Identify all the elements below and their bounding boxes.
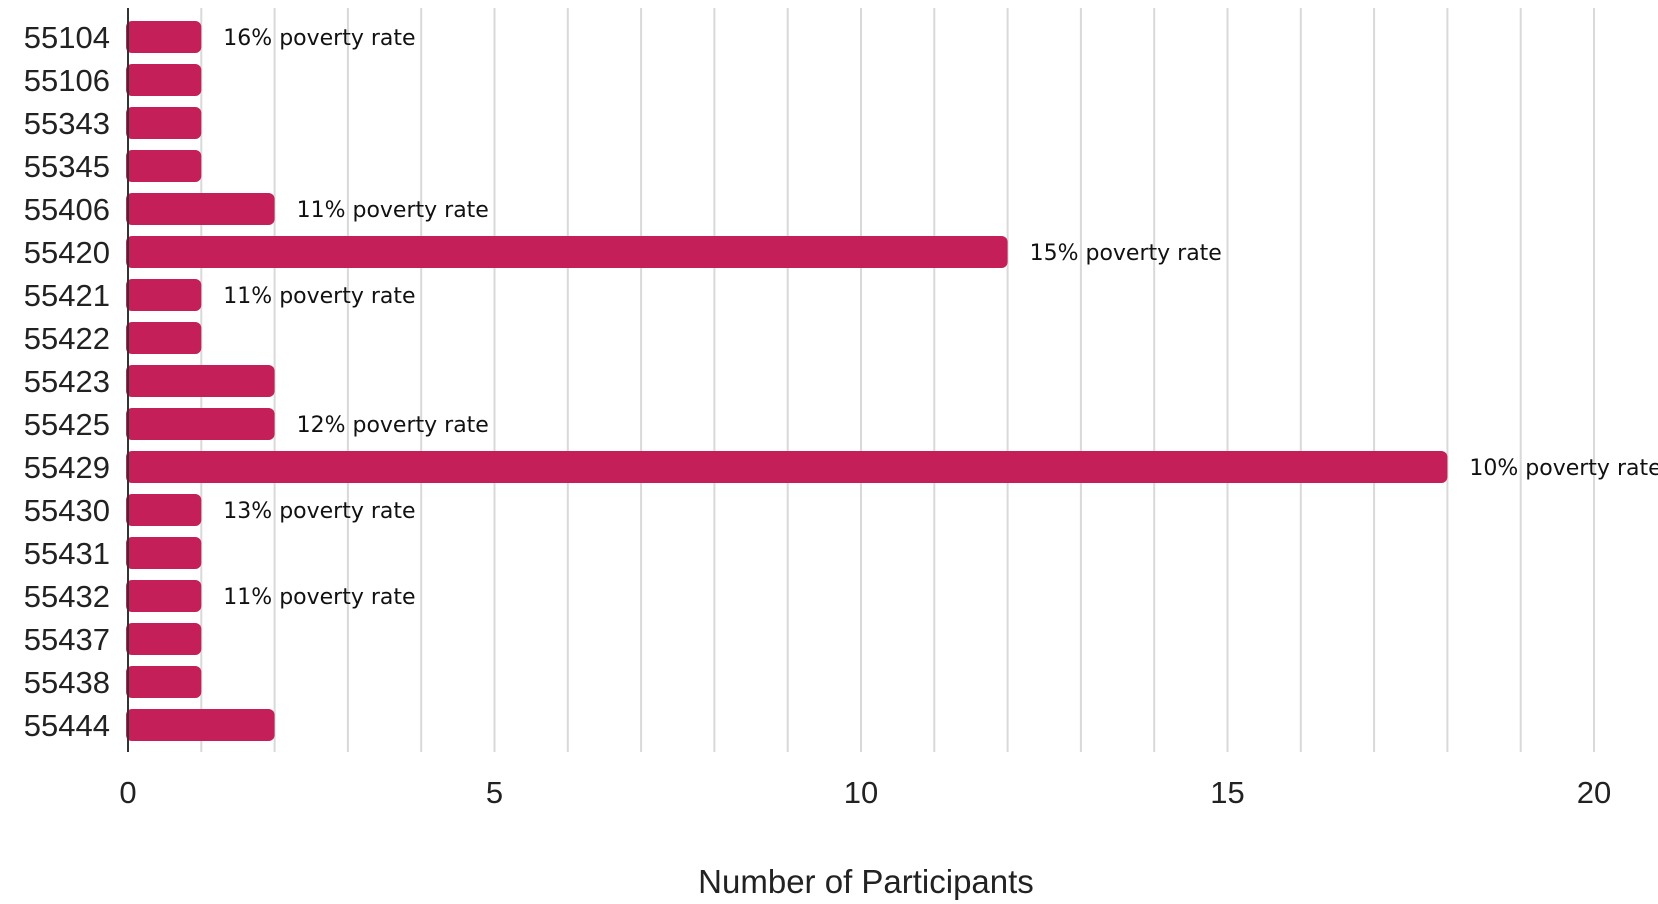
category-label: 55431	[24, 536, 110, 571]
bar	[126, 279, 202, 311]
x-axis-title: Number of Participants	[698, 863, 1034, 900]
bar	[126, 107, 202, 139]
category-label: 55430	[24, 493, 110, 528]
bar	[126, 64, 202, 96]
data-label: 12% poverty rate	[297, 413, 489, 438]
data-label: 15% poverty rate	[1030, 241, 1222, 266]
category-label: 55444	[24, 708, 110, 743]
data-label: 13% poverty rate	[223, 499, 415, 524]
bar	[126, 322, 202, 354]
category-label: 55345	[24, 149, 110, 184]
category-label: 55421	[24, 278, 110, 313]
category-label: 55104	[24, 20, 110, 55]
category-label: 55406	[24, 192, 110, 227]
gridlines	[200, 8, 1595, 752]
bar	[126, 21, 202, 53]
bar	[126, 193, 275, 225]
data-label: 16% poverty rate	[223, 26, 415, 51]
bar	[126, 666, 202, 698]
category-label: 55106	[24, 63, 110, 98]
category-label: 55429	[24, 450, 110, 485]
category-label: 55437	[24, 622, 110, 657]
bar	[126, 537, 202, 569]
bar	[126, 408, 275, 440]
bars	[126, 21, 1448, 741]
bar	[126, 709, 275, 741]
bar	[126, 365, 275, 397]
category-labels: 55104 55106 55343 55345 55406 55420 55421 55422…	[24, 20, 110, 743]
x-tick-label: 0	[119, 775, 136, 810]
x-tick-labels: 0 5 10 15 20	[119, 775, 1611, 810]
data-label: 11% poverty rate	[297, 198, 489, 223]
data-label: 11% poverty rate	[223, 585, 415, 610]
x-tick-label: 15	[1210, 775, 1244, 810]
category-label: 55425	[24, 407, 110, 442]
x-tick-label: 20	[1577, 775, 1611, 810]
bar	[126, 236, 1008, 268]
category-label: 55423	[24, 364, 110, 399]
x-tick-label: 10	[844, 775, 878, 810]
x-tick-label: 5	[486, 775, 503, 810]
category-label: 55343	[24, 106, 110, 141]
data-label: 11% poverty rate	[223, 284, 415, 309]
bar	[126, 451, 1448, 483]
bar	[126, 623, 202, 655]
category-label: 55422	[24, 321, 110, 356]
category-label: 55420	[24, 235, 110, 270]
category-label: 55432	[24, 579, 110, 614]
bar	[126, 150, 202, 182]
bar	[126, 580, 202, 612]
data-label: 10% poverty rate	[1469, 456, 1658, 481]
bar	[126, 494, 202, 526]
data-labels: 16% poverty rate 11% poverty rate 15% pove…	[223, 26, 1658, 610]
category-label: 55438	[24, 665, 110, 700]
